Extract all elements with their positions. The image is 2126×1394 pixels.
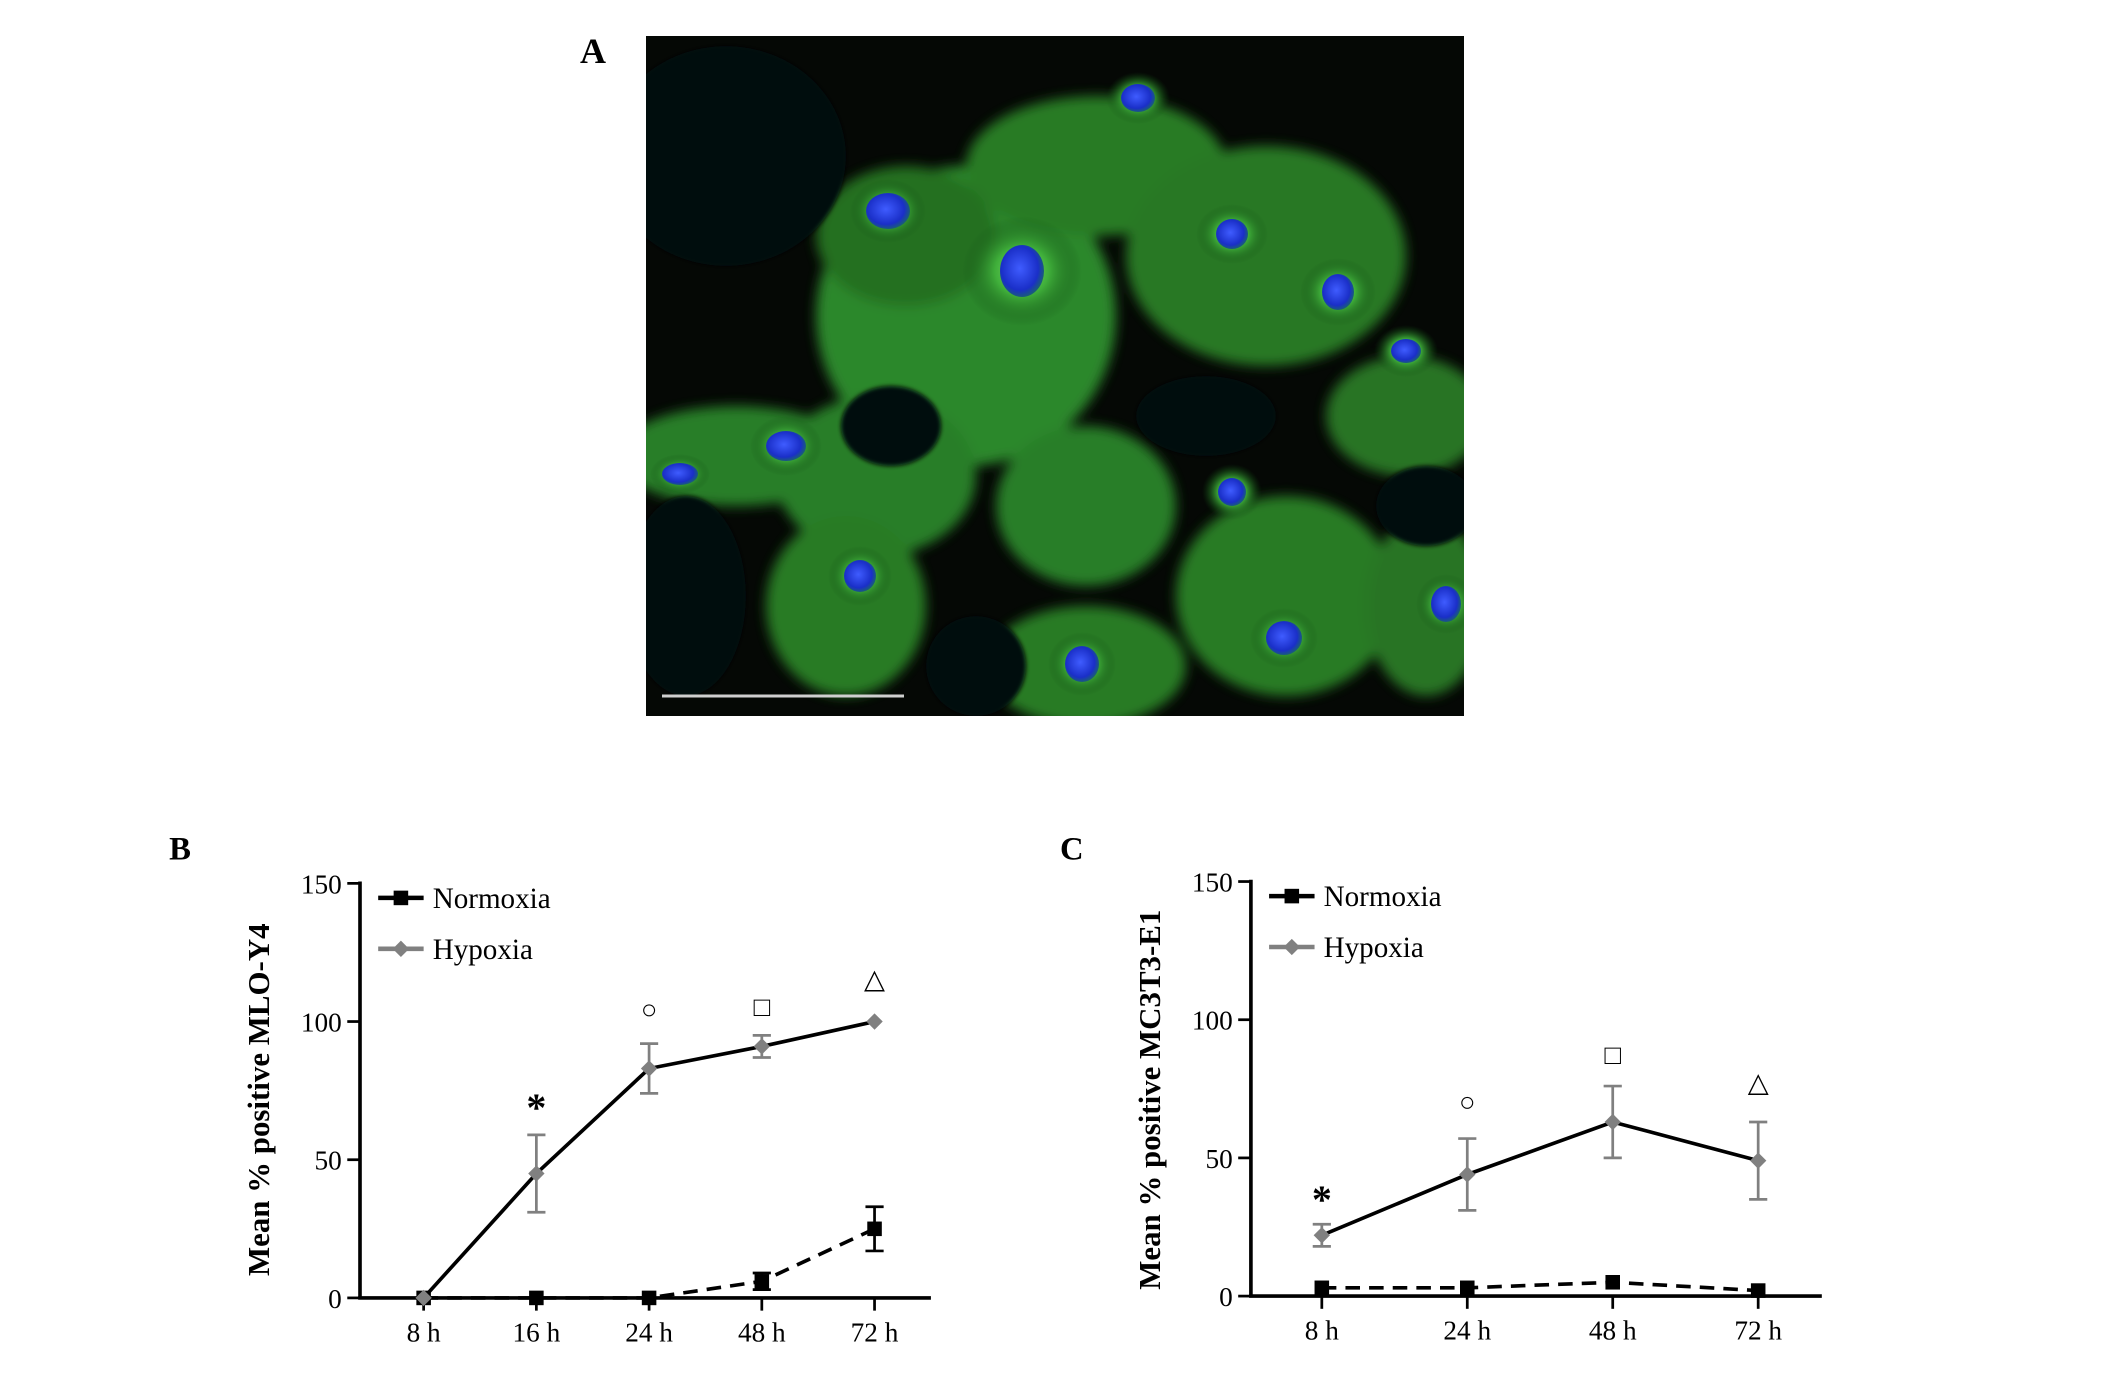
data-point-hypoxia xyxy=(753,1038,770,1055)
significance-marker: ○ xyxy=(1459,1087,1475,1117)
chart-panel-b: B Mean % positive MLO-Y4 8 h 16 h 24 h 48 h… xyxy=(169,832,931,1348)
data-point-normoxia xyxy=(1750,1283,1766,1298)
x-tick-label: 8 h xyxy=(1305,1316,1339,1346)
data-point-normoxia xyxy=(754,1274,770,1289)
panel-letter-c: C xyxy=(1060,832,1084,868)
series-line-normoxia xyxy=(423,1227,876,1300)
y-tick-labels: 0 50 100 150 xyxy=(301,869,360,1314)
legend-label: Normoxia xyxy=(433,883,551,915)
x-tick-label: 8 h xyxy=(407,1318,441,1348)
axes xyxy=(1249,879,1822,1298)
legend-entry-hypoxia: Hypoxia xyxy=(378,934,533,966)
x-tick-label: 16 h xyxy=(513,1318,561,1348)
data-point-normoxia xyxy=(867,1221,882,1237)
y-axis-label: Mean % positive MLO-Y4 xyxy=(241,923,276,1276)
y-tick-label: 0 xyxy=(328,1284,342,1314)
series-hypoxia xyxy=(1312,1084,1768,1248)
series-normoxia xyxy=(1314,1275,1766,1298)
data-point-normoxia xyxy=(1314,1280,1330,1296)
series-hypoxia xyxy=(415,1013,883,1307)
y-tick-label: 50 xyxy=(1205,1144,1232,1174)
data-point-normoxia xyxy=(641,1290,657,1306)
x-tick-label: 72 h xyxy=(1734,1316,1782,1346)
panel-letter-b: B xyxy=(169,832,191,868)
x-tick-labels: 8 h 16 h 24 h 48 h 72 h xyxy=(407,1297,899,1348)
data-point-hypoxia xyxy=(415,1289,432,1307)
legend: Normoxia Hypoxia xyxy=(378,883,551,966)
significance-marker: □ xyxy=(1604,1040,1621,1070)
legend-marker xyxy=(1283,938,1300,956)
significance-marker: ○ xyxy=(641,995,657,1025)
data-point-hypoxia xyxy=(640,1060,658,1077)
annotation-layer: * ○ □ △ xyxy=(1312,1040,1769,1222)
legend-label: Normoxia xyxy=(1324,881,1442,913)
y-axis-label: Mean % positive MC3T3-E1 xyxy=(1132,910,1167,1290)
data-point-hypoxia xyxy=(866,1013,883,1030)
legend-entry-hypoxia: Hypoxia xyxy=(1269,932,1424,964)
x-tick-label: 48 h xyxy=(738,1318,786,1348)
annotation-layer: * ○ □ △ xyxy=(526,964,885,1130)
significance-marker: △ xyxy=(864,964,885,994)
legend-marker xyxy=(393,890,409,906)
series-layer xyxy=(415,1013,884,1307)
data-point-hypoxia xyxy=(1750,1152,1767,1169)
x-tick-label: 72 h xyxy=(851,1318,899,1348)
y-tick-label: 150 xyxy=(1192,868,1233,898)
fluorescence-micrograph xyxy=(646,36,1464,716)
y-tick-labels: 0 50 100 150 xyxy=(1192,868,1251,1312)
x-tick-label: 24 h xyxy=(625,1318,673,1348)
series-line-normoxia xyxy=(1321,1280,1759,1293)
significance-marker: □ xyxy=(754,992,771,1022)
legend-entry-normoxia: Normoxia xyxy=(378,883,551,915)
series-layer xyxy=(1312,1084,1768,1298)
data-point-hypoxia xyxy=(1459,1166,1476,1183)
legend-marker xyxy=(392,940,410,957)
significance-marker: △ xyxy=(1748,1067,1769,1097)
legend-marker xyxy=(1284,888,1300,904)
chart-panel-c: C Mean % positive MC3T3-E1 8 h 24 h 48 h 72… xyxy=(1060,832,1822,1346)
series-normoxia xyxy=(416,1205,884,1306)
legend-entry-normoxia: Normoxia xyxy=(1269,881,1442,913)
x-tick-labels: 8 h 24 h 48 h 72 h xyxy=(1305,1296,1782,1346)
legend-label: Hypoxia xyxy=(433,934,533,966)
data-point-hypoxia xyxy=(1604,1113,1621,1131)
data-point-hypoxia xyxy=(1313,1227,1330,1244)
significance-marker: * xyxy=(526,1085,546,1130)
data-point-normoxia xyxy=(529,1290,544,1306)
significance-marker: * xyxy=(1312,1177,1332,1222)
y-tick-label: 0 xyxy=(1219,1282,1233,1312)
data-point-normoxia xyxy=(1460,1280,1475,1296)
panel-letter-a: A xyxy=(580,31,606,71)
x-tick-label: 24 h xyxy=(1443,1316,1491,1346)
x-tick-label: 48 h xyxy=(1589,1316,1637,1346)
legend: Normoxia Hypoxia xyxy=(1269,881,1442,964)
series-line-hypoxia xyxy=(1321,1120,1759,1237)
data-point-normoxia xyxy=(1605,1275,1620,1290)
y-tick-label: 100 xyxy=(1192,1006,1233,1036)
y-tick-label: 100 xyxy=(301,1008,342,1038)
legend-label: Hypoxia xyxy=(1324,932,1424,964)
y-tick-label: 150 xyxy=(301,869,342,899)
y-tick-label: 50 xyxy=(315,1146,342,1176)
